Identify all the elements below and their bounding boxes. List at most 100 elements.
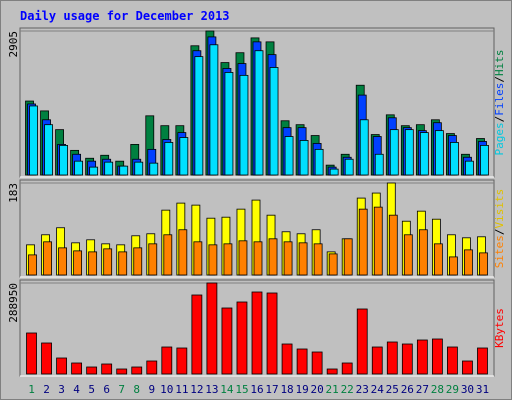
bar — [59, 145, 68, 176]
x-tick-label: 24 — [371, 383, 385, 396]
bar — [326, 368, 338, 375]
bar — [148, 243, 158, 276]
bar — [71, 362, 83, 375]
x-tick-label: 17 — [265, 383, 278, 396]
bar — [328, 253, 338, 276]
bar — [298, 242, 308, 276]
x-tick-label: 14 — [220, 383, 234, 396]
bar — [193, 241, 203, 276]
bar — [374, 153, 384, 176]
bar — [164, 142, 174, 176]
chart-title: Daily usage for December 2013 — [20, 9, 230, 23]
bar — [358, 208, 368, 276]
bar — [329, 168, 339, 176]
bar — [401, 343, 413, 375]
bar — [194, 56, 204, 176]
x-tick-label: 6 — [103, 383, 110, 396]
bar — [434, 130, 444, 176]
x-tick-label: 22 — [341, 383, 354, 396]
bar — [314, 148, 324, 176]
bar — [73, 250, 83, 276]
bar — [480, 145, 489, 176]
bar — [58, 247, 67, 276]
bar — [462, 360, 473, 375]
x-tick-label: 10 — [160, 383, 173, 396]
bar — [236, 301, 248, 375]
x-tick-label: 2 — [43, 383, 50, 396]
bar — [341, 362, 353, 375]
legend-separator: / — [493, 229, 506, 236]
bar — [344, 158, 354, 176]
bar — [131, 366, 143, 375]
bar — [26, 332, 37, 375]
bar — [283, 241, 293, 276]
bar — [116, 368, 128, 375]
bar — [56, 357, 67, 375]
bar — [224, 72, 234, 176]
bar — [386, 341, 398, 375]
x-tick-label: 13 — [205, 383, 218, 396]
legend: KBytes — [493, 308, 506, 348]
x-tick-label: 20 — [311, 383, 324, 396]
bar — [28, 254, 37, 276]
bar — [371, 346, 383, 375]
bar — [104, 161, 114, 176]
y-tick-label: 183 — [7, 183, 20, 203]
bar — [191, 294, 203, 375]
bar — [134, 161, 144, 176]
bar — [146, 360, 158, 375]
y-tick-label: 2905 — [7, 31, 20, 58]
x-tick-label: 18 — [280, 383, 293, 396]
bar — [44, 124, 53, 176]
bar — [209, 44, 219, 176]
bar — [223, 243, 233, 276]
bar — [74, 160, 84, 176]
bar — [238, 240, 248, 276]
bar — [176, 347, 188, 375]
bar — [464, 249, 473, 276]
x-tick-label: 21 — [326, 383, 339, 396]
x-tick-label: 15 — [235, 383, 248, 396]
bar — [450, 142, 459, 176]
bar — [149, 162, 159, 176]
bar — [251, 291, 263, 375]
legend-entry: Pages — [493, 122, 506, 155]
x-tick-label: 29 — [446, 383, 459, 396]
x-tick-label: 7 — [118, 383, 125, 396]
y-tick-label: 288950 — [7, 283, 20, 323]
bar — [103, 248, 113, 276]
legend-entry: KBytes — [493, 308, 506, 348]
bar — [43, 241, 52, 276]
legend-entry: Visits — [493, 189, 506, 229]
bar — [418, 229, 428, 276]
bar — [29, 105, 38, 176]
bar — [447, 346, 458, 375]
bar — [479, 252, 488, 276]
legend-separator: / — [493, 76, 506, 83]
bar — [221, 307, 233, 375]
x-tick-label: 23 — [356, 383, 369, 396]
legend: Sites/Visits — [493, 189, 506, 269]
legend-separator: / — [493, 116, 506, 123]
bar — [449, 256, 458, 276]
bar — [431, 338, 443, 375]
legend: Pages/Files/Hits — [493, 50, 506, 156]
bar — [404, 129, 414, 176]
x-tick-label: 28 — [431, 383, 444, 396]
bar — [41, 342, 52, 375]
bar — [359, 119, 369, 176]
bar — [343, 238, 353, 276]
bar — [281, 343, 293, 375]
bar — [403, 234, 413, 276]
bar — [89, 166, 99, 176]
bar — [119, 165, 129, 176]
bar — [268, 238, 278, 276]
bar — [419, 132, 429, 176]
bar — [253, 241, 263, 276]
bar — [208, 244, 218, 276]
bar — [296, 348, 308, 375]
bar — [433, 243, 443, 276]
x-tick-label: 19 — [295, 383, 308, 396]
x-tick-label: 16 — [250, 383, 263, 396]
bar — [86, 366, 98, 375]
